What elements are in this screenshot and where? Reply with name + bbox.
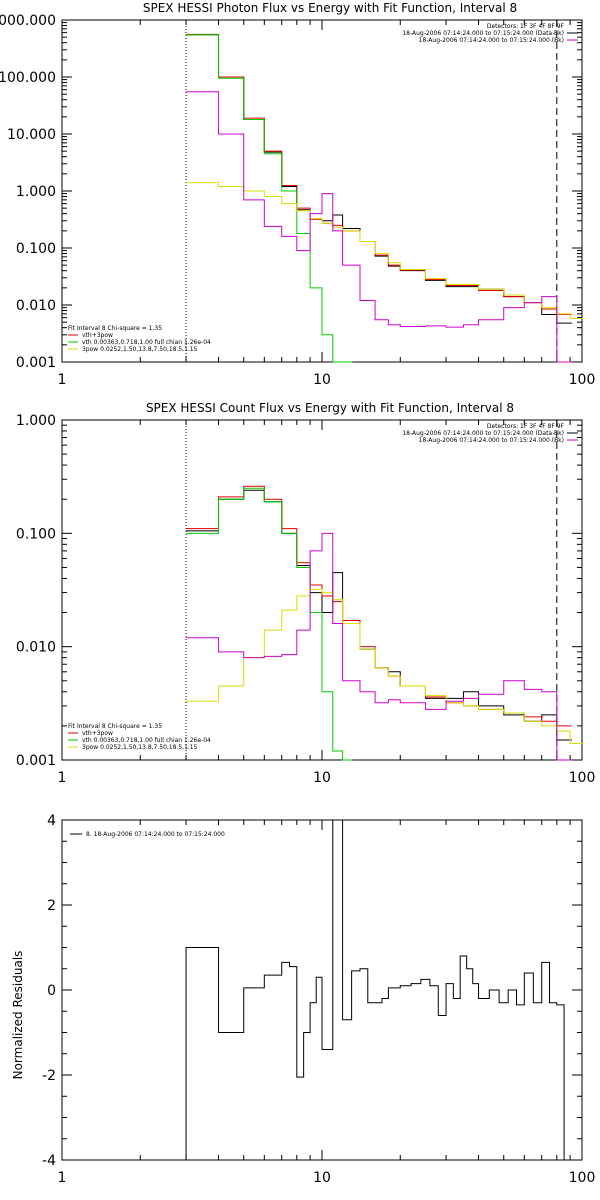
x-tick-label: 100: [569, 372, 596, 388]
x-tick-label: 10: [313, 770, 331, 786]
legend-entry: 18-Aug-2006 07:14:24.000 to 07:15:24.000…: [419, 37, 564, 44]
fit-legend-entry: Fit Interval 8 Chi-square = 1.35: [68, 723, 162, 730]
x-tick-label: 10: [313, 1170, 331, 1186]
x-tick-label: 100: [569, 770, 596, 786]
y-tick-label: 0.010: [16, 298, 56, 314]
photon-flux-title: SPEX HESSI Photon Flux vs Energy with Fi…: [143, 1, 517, 15]
y-tick-label: 4: [47, 813, 56, 829]
y-tick-label: 0.100: [16, 526, 56, 542]
y-tick-label: 1.000: [16, 413, 56, 429]
series-line-4: [186, 532, 572, 761]
residuals-y-axis-label: Normalized Residuals: [11, 951, 25, 1080]
y-tick-label: 0.010: [16, 640, 56, 656]
residuals-panel: Normalized Residuals 1 10 100 -4 -2 0 2 4 8. 18-…: [11, 813, 595, 1186]
series-line-3: [186, 588, 584, 744]
y-tick-label: 100.000: [0, 70, 56, 86]
legend-entry: 8. 18-Aug-2006 07:14:24.000 to 07:15:24.…: [86, 831, 225, 838]
fit-legend-entry: 3pow 0.0252,1.50,13.8,7.50,18.5,1.15: [82, 744, 198, 751]
x-tick-label: 1: [58, 1170, 67, 1186]
legend-entry: Detectors: 1F 3F 4F 8F 9F: [487, 423, 565, 430]
legend-entry: 18-Aug-2006 07:14:24.000 to 07:15:24.000…: [402, 30, 564, 37]
y-tick-label: -2: [42, 1068, 56, 1084]
series-line-4: [186, 91, 572, 363]
count-flux-panel: SPEX HESSI Count Flux vs Energy with Fit…: [16, 401, 595, 786]
series-line-3: [186, 182, 584, 319]
x-tick-label: 1: [58, 372, 67, 388]
fit-legend-entry: vth 0.00363,0.718,1.00 full chian 1.26e-…: [82, 737, 211, 744]
series-line-1: [186, 485, 572, 727]
fit-legend-entry: vth+3pow: [82, 332, 113, 339]
fit-legend-entry: vth+3pow: [82, 730, 113, 737]
y-tick-label: 10.000: [7, 127, 56, 143]
legend-entry: 18-Aug-2006 07:14:24.000 to 07:15:24.000…: [402, 430, 564, 437]
x-tick-label: 1: [58, 770, 67, 786]
y-tick-label: 0.001: [16, 753, 56, 769]
fit-legend-entry: vth 0.00363,0.718,1.00 full chian 1.26e-…: [82, 339, 211, 346]
x-tick-label: 10: [313, 372, 331, 388]
photon-flux-panel: SPEX HESSI Photon Flux vs Energy with Fi…: [0, 1, 595, 388]
series-line-2: [186, 487, 353, 761]
legend-entry: 18-Aug-2006 07:14:24.000 to 07:15:24.000…: [419, 437, 564, 444]
series-line-0: [185, 819, 565, 1160]
legend-entry: Detectors: 1F 3F 4F 8F 9F: [487, 23, 565, 30]
series-line-2: [186, 34, 353, 363]
y-tick-label: 0: [47, 983, 56, 999]
fit-legend-entry: 3pow 0.0252,1.50,13.8,7.50,18.5,1.15: [82, 346, 198, 353]
count-flux-title: SPEX HESSI Count Flux vs Energy with Fit…: [146, 401, 514, 415]
y-tick-label: -4: [42, 1153, 56, 1169]
y-tick-label: 0.001: [16, 355, 56, 371]
fit-legend-entry: Fit Interval 8 Chi-square = 1.35: [68, 325, 162, 332]
y-tick-label: 0.100: [16, 241, 56, 257]
y-tick-label: 1.000: [16, 184, 56, 200]
y-tick-label: 2: [47, 898, 56, 914]
x-tick-label: 100: [569, 1170, 596, 1186]
